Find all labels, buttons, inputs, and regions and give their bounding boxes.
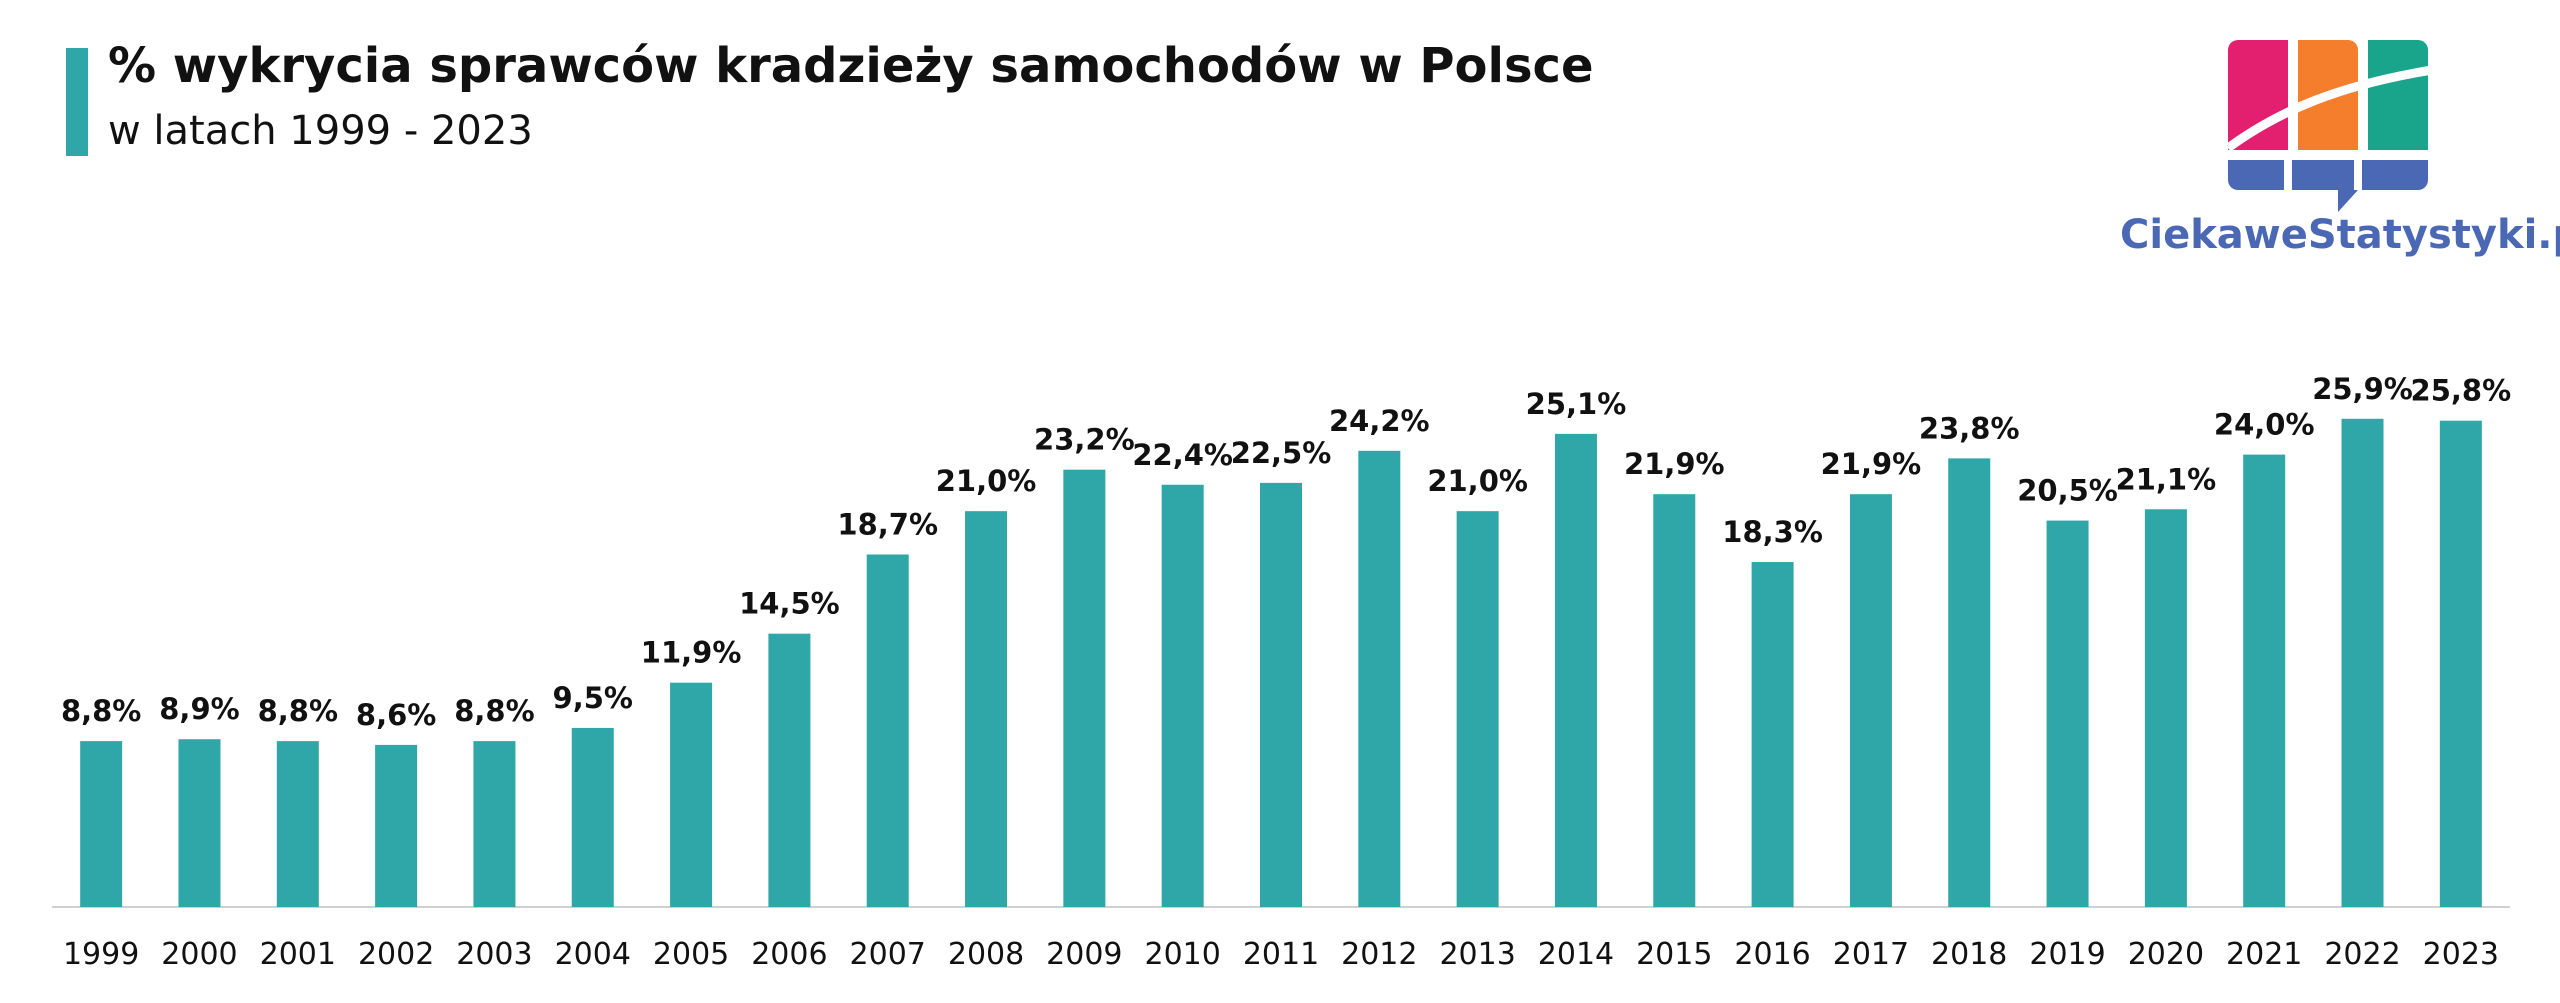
x-tick-label-2022: 2022 — [2324, 937, 2400, 972]
data-label-2023: 25,8% — [2411, 374, 2512, 408]
logo-green-block — [2368, 40, 2428, 150]
data-label-2009: 23,2% — [1034, 423, 1135, 457]
chart-title: % wykrycia sprawców kradzieży samochodów… — [108, 38, 1594, 94]
x-tick-label-2000: 2000 — [161, 937, 237, 972]
x-tick-label-2003: 2003 — [456, 937, 532, 972]
data-label-1999: 8,8% — [61, 694, 141, 728]
bar-2001 — [276, 741, 319, 907]
bar-2015 — [1653, 494, 1696, 907]
data-label-2010: 22,4% — [1132, 438, 1233, 472]
bar-2020 — [2144, 509, 2187, 907]
data-label-2007: 18,7% — [837, 508, 938, 542]
bar-2021 — [2243, 454, 2286, 907]
data-label-2011: 22,5% — [1231, 436, 1332, 470]
x-tick-label-2001: 2001 — [260, 937, 336, 972]
bar-2010 — [1161, 484, 1204, 907]
bar-1999 — [80, 741, 123, 907]
x-tick-label-2015: 2015 — [1636, 937, 1712, 972]
x-tick-label-2004: 2004 — [555, 937, 631, 972]
x-tick-label-2008: 2008 — [948, 937, 1024, 972]
x-tick-label-1999: 1999 — [63, 937, 139, 972]
x-tick-label-2013: 2013 — [1439, 937, 1515, 972]
data-label-2019: 20,5% — [2017, 474, 2118, 508]
data-label-2018: 23,8% — [1919, 411, 2020, 445]
bar-2006 — [768, 633, 811, 907]
bar-2011 — [1260, 482, 1302, 907]
x-tick-label-2016: 2016 — [1734, 937, 1810, 972]
x-tick-label-2023: 2023 — [2423, 937, 2499, 972]
bar-2018 — [1948, 458, 1991, 907]
data-label-2022: 25,9% — [2312, 372, 2413, 406]
data-label-2003: 8,8% — [454, 694, 534, 728]
bar-2019 — [2046, 520, 2089, 907]
data-label-2013: 21,0% — [1427, 464, 1528, 498]
x-tick-label-2010: 2010 — [1145, 937, 1221, 972]
bar-2016 — [1751, 562, 1794, 907]
bar-2017 — [1849, 494, 1892, 907]
x-tick-label-2009: 2009 — [1046, 937, 1122, 972]
data-label-2002: 8,6% — [356, 698, 436, 732]
bar-2007 — [866, 554, 909, 907]
bar-2004 — [571, 727, 614, 907]
logo-blue-base — [2228, 160, 2428, 212]
title-accent-bar — [66, 48, 88, 156]
x-tick-label-2002: 2002 — [358, 937, 434, 972]
x-tick-label-2011: 2011 — [1243, 937, 1319, 972]
bar-2012 — [1358, 450, 1401, 907]
bar-2000 — [178, 739, 221, 907]
data-label-2008: 21,0% — [936, 464, 1037, 498]
bar-2003 — [473, 741, 516, 907]
logo-text: CiekaweStatystyki.pl — [2120, 212, 2560, 258]
bar-2002 — [375, 744, 418, 907]
x-tick-label-2018: 2018 — [1931, 937, 2007, 972]
bar-2005 — [670, 682, 713, 907]
bar-2013 — [1456, 511, 1499, 907]
data-label-2006: 14,5% — [739, 587, 840, 621]
x-tick-label-2012: 2012 — [1341, 937, 1417, 972]
x-tick-label-2006: 2006 — [751, 937, 827, 972]
data-label-2014: 25,1% — [1526, 387, 1627, 421]
data-label-2016: 18,3% — [1722, 515, 1823, 549]
x-tick-label-2017: 2017 — [1833, 937, 1909, 972]
data-label-2020: 21,1% — [2116, 462, 2217, 496]
data-label-2005: 11,9% — [641, 636, 742, 670]
bar-2023 — [2439, 420, 2482, 907]
chart-subtitle: w latach 1999 - 2023 — [108, 108, 533, 154]
data-label-2001: 8,8% — [258, 694, 338, 728]
data-label-2017: 21,9% — [1821, 447, 1922, 481]
data-label-2015: 21,9% — [1624, 447, 1725, 481]
x-tick-label-2014: 2014 — [1538, 937, 1614, 972]
ciekawestatystyki-logo-icon — [2225, 40, 2433, 212]
bar-2022 — [2341, 418, 2384, 907]
x-tick-label-2005: 2005 — [653, 937, 729, 972]
x-tick-label-2007: 2007 — [850, 937, 926, 972]
x-tick-label-2021: 2021 — [2226, 937, 2302, 972]
data-label-2004: 9,5% — [553, 681, 633, 715]
x-tick-label-2020: 2020 — [2128, 937, 2204, 972]
bar-2008 — [965, 511, 1008, 907]
data-label-2021: 24,0% — [2214, 408, 2315, 442]
data-label-2012: 24,2% — [1329, 404, 1430, 438]
bar-2014 — [1554, 433, 1597, 907]
data-label-2000: 8,9% — [159, 692, 239, 726]
logo-swoosh — [2225, 65, 2433, 152]
bar-2009 — [1063, 469, 1106, 907]
x-tick-label-2019: 2019 — [2029, 937, 2105, 972]
